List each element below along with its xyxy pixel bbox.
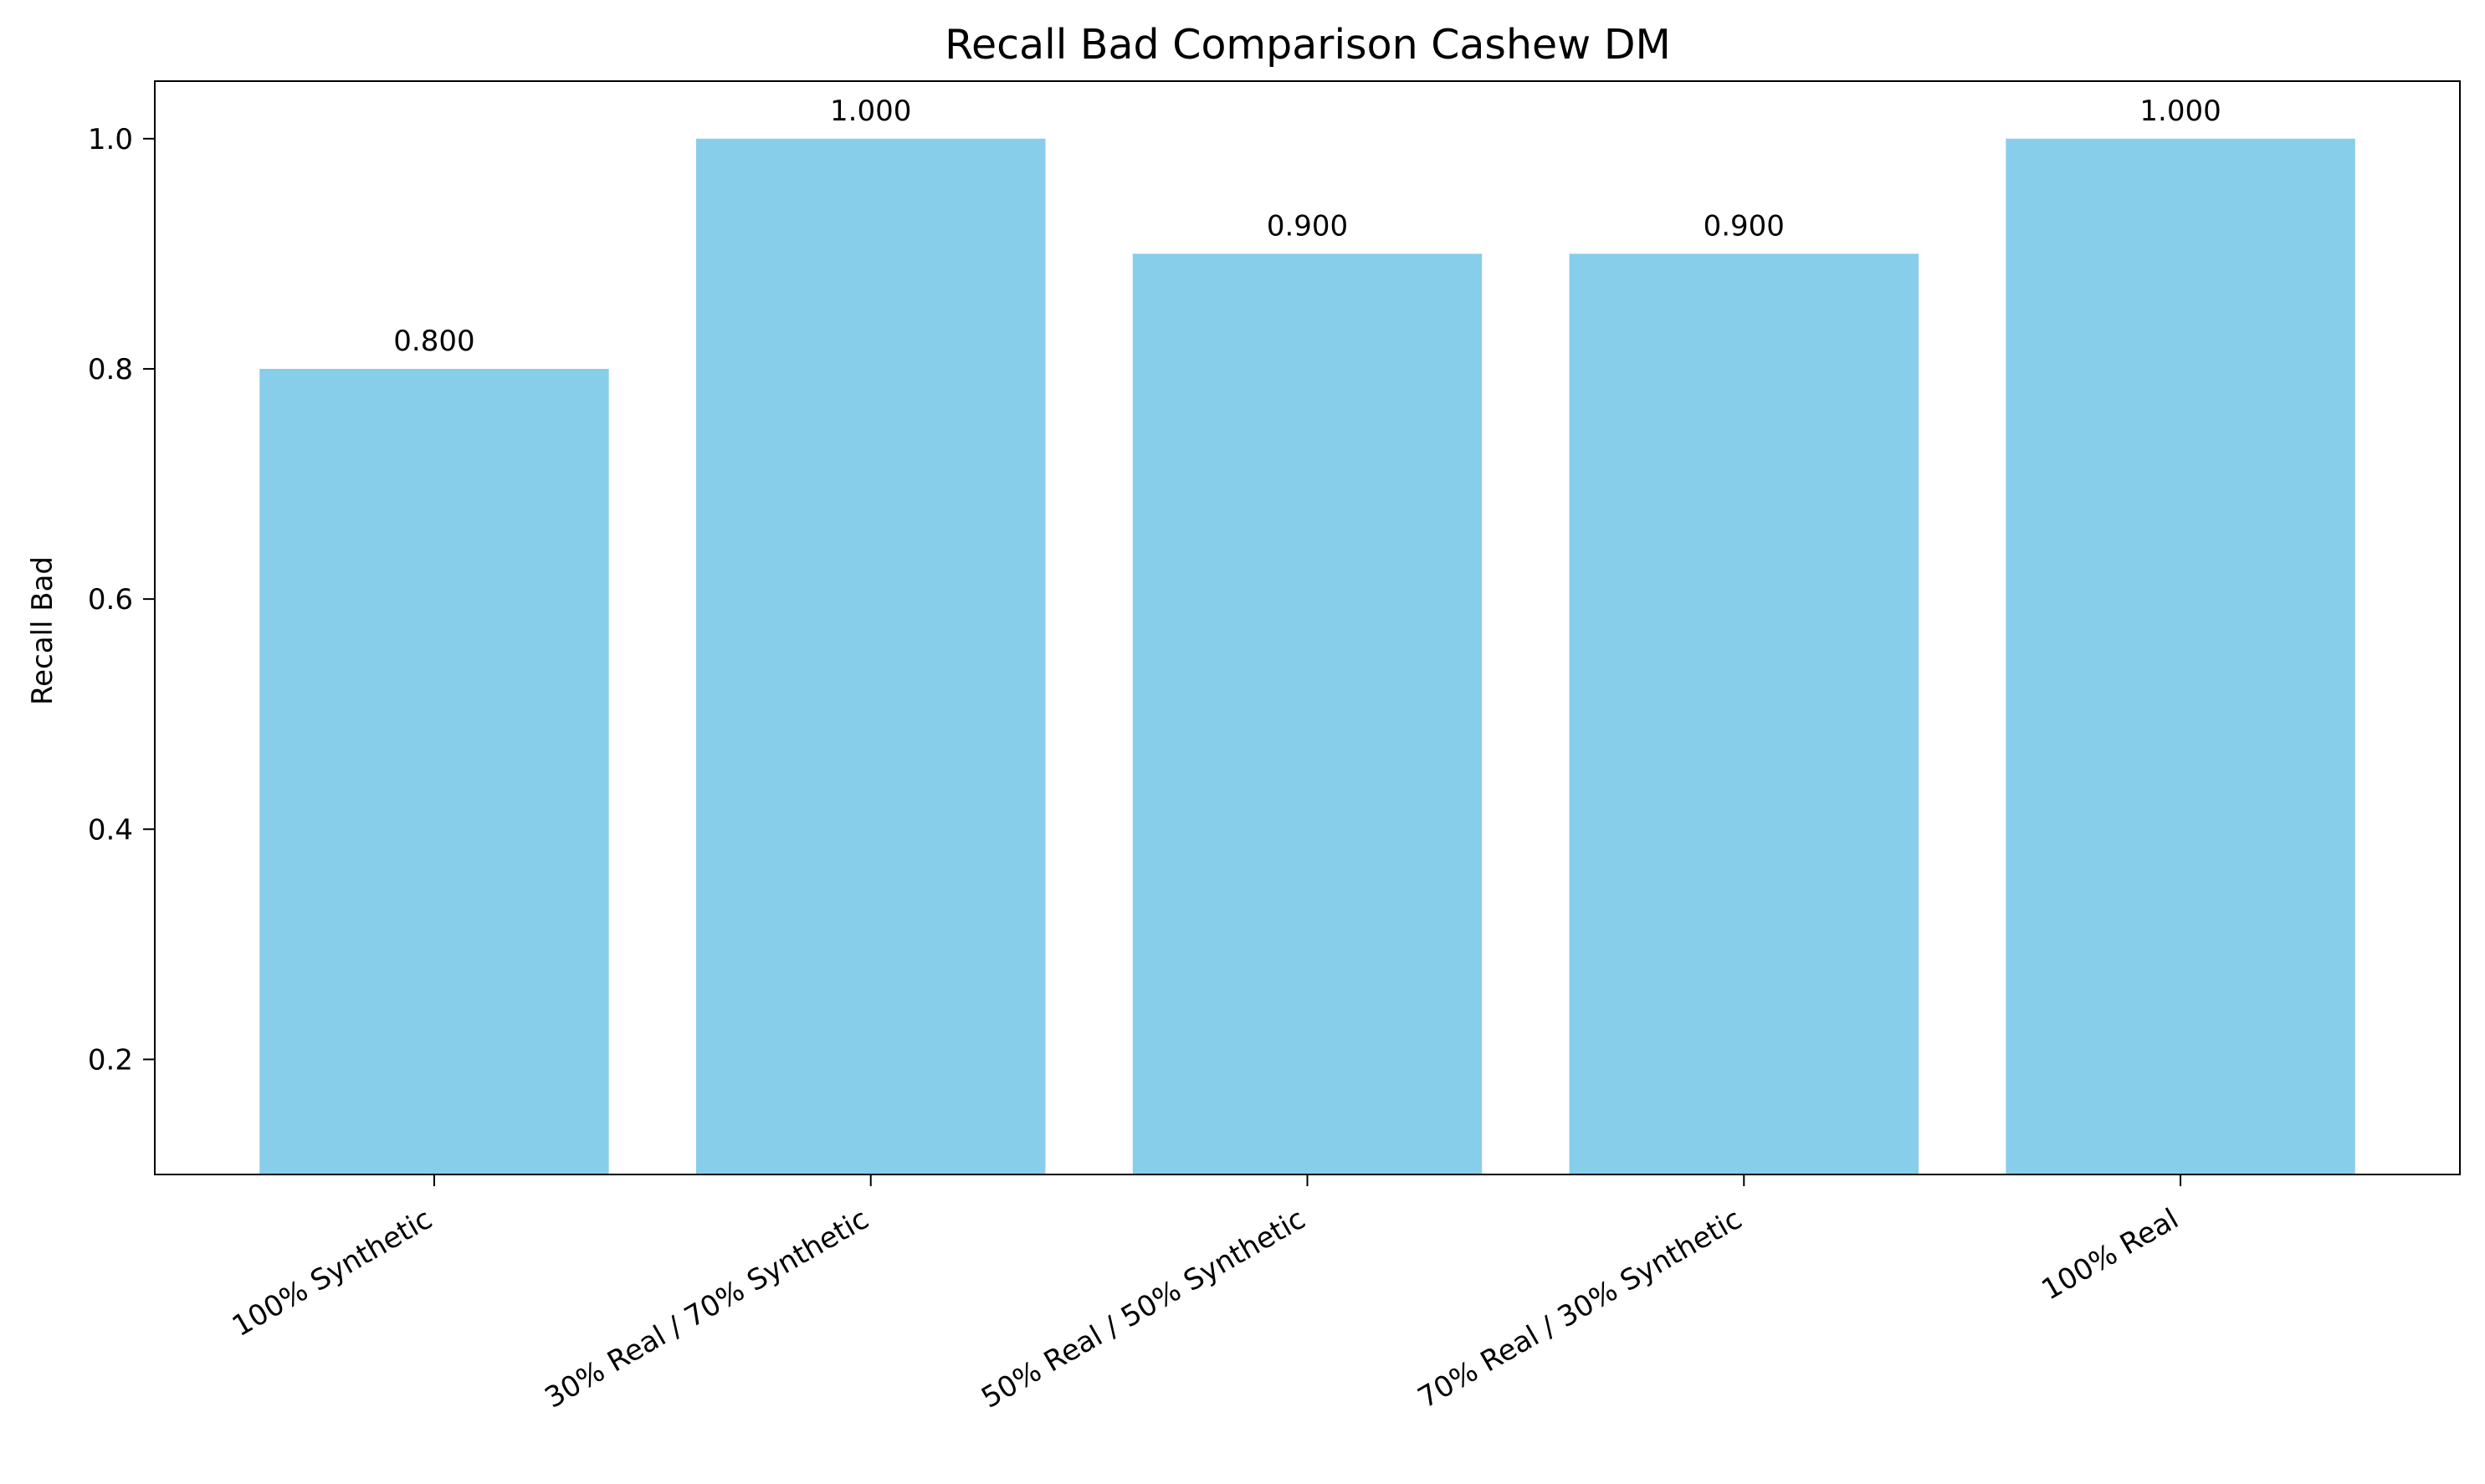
x-tick-label: 100% Real (2037, 1202, 2185, 1307)
bar (259, 368, 609, 1174)
bar-value-label: 0.800 (393, 325, 474, 358)
y-tick-label: 0.2 (88, 1043, 133, 1077)
bar (1569, 253, 1919, 1174)
y-axis-ticks: 0.2 0.4 0.6 0.8 1.0 (88, 123, 155, 1077)
x-tick-label: 100% Synthetic (227, 1202, 438, 1343)
y-axis-label: Recall Bad (26, 556, 59, 705)
bars-group (259, 138, 2355, 1175)
bar-value-label: 0.900 (1267, 209, 1348, 243)
x-tick-label: 30% Real / 70% Synthetic (539, 1202, 874, 1415)
bar (696, 138, 1046, 1175)
y-tick-label: 1.0 (88, 123, 133, 156)
y-tick-label: 0.6 (88, 583, 133, 617)
bar (2006, 138, 2355, 1175)
y-tick-label: 0.8 (88, 353, 133, 386)
bar-value-label: 1.000 (2139, 95, 2221, 128)
y-tick-label: 0.4 (88, 813, 133, 847)
bar-value-label: 0.900 (1704, 209, 1785, 243)
bar-value-label: 1.000 (830, 95, 911, 128)
chart-title: Recall Bad Comparison Cashew DM (945, 21, 1671, 69)
bar-labels-group: 0.800 1.000 0.900 0.900 1.000 (393, 95, 2221, 358)
x-tick-label: 50% Real / 50% Synthetic (976, 1202, 1311, 1415)
x-tick-label: 70% Real / 30% Synthetic (1412, 1202, 1748, 1415)
bar (1132, 253, 1483, 1174)
x-axis-ticks: 100% Synthetic 30% Real / 70% Synthetic 50… (227, 1174, 2185, 1415)
plot-frame (154, 80, 2461, 1175)
